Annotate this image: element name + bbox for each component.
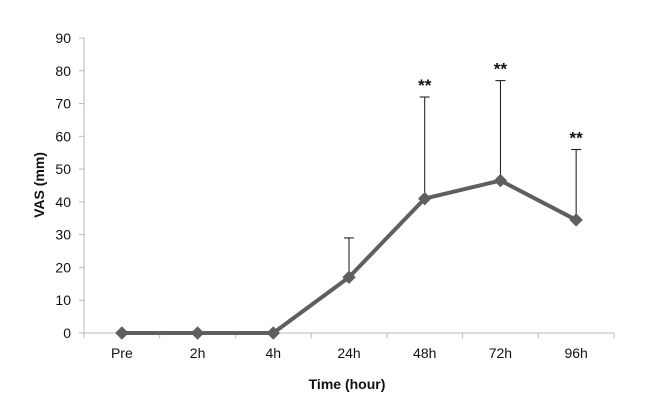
x-tick-label: 96h [564, 345, 587, 361]
significance-label: ** [418, 76, 432, 95]
y-tick-label: 60 [55, 128, 71, 144]
series-line-group [115, 173, 583, 340]
significance-label: ** [570, 128, 584, 147]
y-tick-label: 10 [55, 292, 71, 308]
data-point-marker [190, 326, 205, 340]
x-tick-label: 72h [489, 345, 512, 361]
x-axis: Pre 2h 4h 24h 48h 72h 96h [83, 332, 615, 361]
x-tick-label: 2h [190, 345, 206, 361]
significance-label: ** [494, 60, 508, 79]
x-axis-title: Time (hour) [309, 376, 386, 392]
x-tick-label: 48h [413, 345, 436, 361]
y-tick-label: 40 [55, 194, 71, 210]
y-tick-label: 70 [55, 96, 71, 112]
y-tick-label: 80 [55, 63, 71, 79]
y-tick-label: 0 [63, 325, 71, 341]
data-point-marker [115, 326, 129, 340]
data-point-marker [266, 326, 280, 340]
y-axis: 0 10 20 30 40 50 60 70 80 90 [55, 30, 85, 341]
data-point-marker [418, 191, 432, 206]
data-point-marker [569, 213, 583, 227]
significance-annotations: ** ** ** [418, 60, 583, 148]
x-tick-label: 4h [265, 345, 281, 361]
x-tick-label: 24h [337, 345, 360, 361]
y-tick-label: 90 [55, 30, 71, 46]
x-tick-label: Pre [111, 345, 133, 361]
y-tick-label: 30 [55, 227, 71, 243]
data-point-marker [342, 270, 356, 284]
y-tick-label: 50 [55, 161, 71, 177]
y-axis-title: VAS (mm) [31, 152, 47, 218]
y-tick-label: 20 [55, 259, 71, 275]
data-point-marker [493, 173, 508, 188]
